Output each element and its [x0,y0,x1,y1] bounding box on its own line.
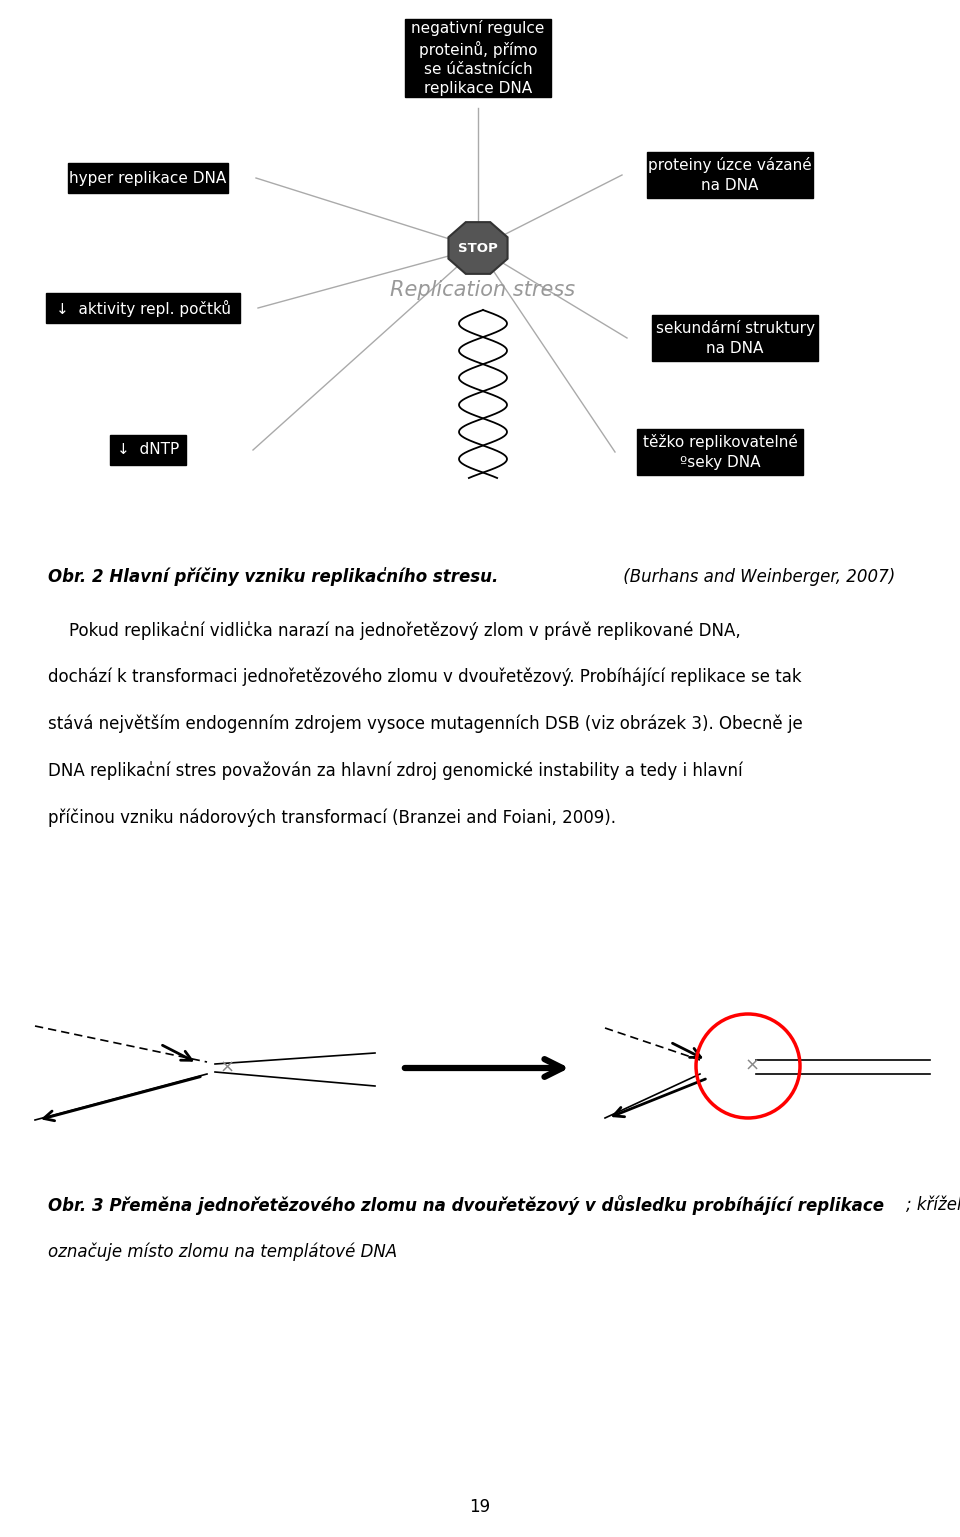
FancyBboxPatch shape [647,152,813,198]
Text: (Burhans and Weinberger, 2007): (Burhans and Weinberger, 2007) [618,569,896,586]
FancyBboxPatch shape [405,18,551,97]
Text: DNA replikac̍ní stres považován za hlavní zdroj genomické instability a tedy i h: DNA replikac̍ní stres považován za hlavn… [48,761,743,781]
FancyBboxPatch shape [636,429,804,475]
FancyBboxPatch shape [68,163,228,194]
Text: ; křížek: ; křížek [906,1196,960,1214]
Text: označuje místo zlomu na templátové DNA: označuje místo zlomu na templátové DNA [48,1243,397,1262]
Text: negativní regulce
proteinů, přímo
se účastnících
replikace DNA: negativní regulce proteinů, přímo se úča… [411,20,544,97]
FancyBboxPatch shape [109,435,186,466]
Text: ×: × [220,1059,234,1077]
Text: dochází k transformaci jednořetězového zlomu v dvouřetězový. Probíhájící repli: dochází k transformaci jednořetězového … [48,667,802,686]
Text: sekundární struktury
na DNA: sekundární struktury na DNA [656,320,814,355]
Text: ↓  dNTP: ↓ dNTP [117,443,180,458]
Text: STOP: STOP [458,241,498,255]
Text: Obr. 2 Hlavní příčiny vzniku replikac̍ního stresu.: Obr. 2 Hlavní příčiny vzniku replikac̍ní… [48,567,498,587]
Text: ↓  aktivity repl. počtků: ↓ aktivity repl. počtků [56,300,230,317]
Text: těžko replikovatelné
ºseky DNA: těžko replikovatelné ºseky DNA [642,435,798,470]
Polygon shape [448,223,508,274]
Text: ×: × [744,1057,759,1074]
Text: příčinou vzniku nádorových transformací (Branzei and Foiani, 2009).: příčinou vzniku nádorových transformací … [48,808,616,827]
Text: 19: 19 [469,1499,491,1515]
Text: stává největším endogenním zdrojem vysoce mutagenních DSB (viz obrázek 3). Obec: stává největším endogenním zdrojem vyso… [48,715,803,733]
Text: hyper replikace DNA: hyper replikace DNA [69,171,227,186]
Text: Replication stress: Replication stress [391,280,576,300]
FancyBboxPatch shape [652,315,818,361]
Text: Pokud replikac̍ní vidlic̍ka narazí na jednořetězový zlom v právě replikované DN: Pokud replikac̍ní vidlic̍ka narazí na je… [48,621,741,639]
FancyBboxPatch shape [46,294,240,323]
Text: proteiny úzce vázané
na DNA: proteiny úzce vázané na DNA [648,157,812,192]
Text: Obr. 3 Přeměna jednořetězového zlomu na dvouřetězový v důsledku probíhájící re: Obr. 3 Přeměna jednořetězového zlomu na… [48,1194,884,1216]
